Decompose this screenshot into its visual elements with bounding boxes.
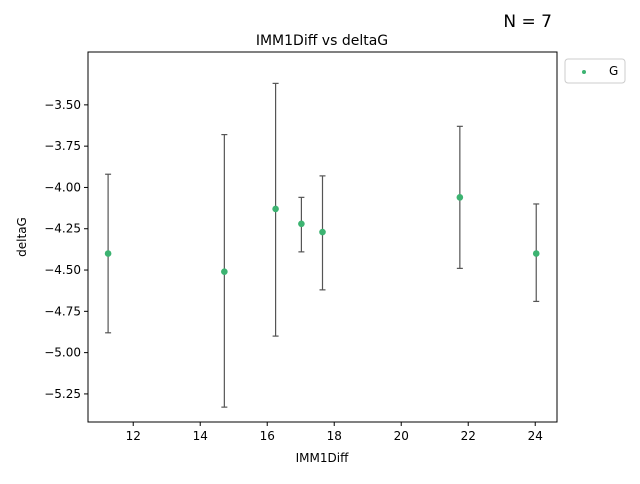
data-point [319, 228, 326, 236]
plot-marks [104, 82, 540, 408]
y-tick-label: −3.50 [44, 98, 81, 112]
x-tick-label: 16 [260, 429, 275, 443]
y-tick-label: −5.00 [44, 346, 81, 360]
y-axis-label: deltaG [15, 217, 29, 257]
y-tick-label: −4.25 [44, 222, 81, 236]
data-point [104, 250, 112, 257]
sample-count-label: N = 7 [503, 12, 552, 32]
data-point [221, 268, 228, 275]
y-tick-label: −3.75 [44, 139, 81, 153]
legend-box [564, 58, 626, 84]
x-tick-label: 14 [193, 429, 208, 443]
axes-frame [87, 51, 558, 423]
x-tick-label: 18 [327, 429, 342, 443]
chart-title: IMM1Diff vs deltaG [256, 33, 388, 49]
data-point [272, 205, 279, 213]
data-point [456, 194, 464, 201]
data-point [532, 250, 540, 257]
y-axis-ticks: −5.25 −5.00 −4.75 −4.50 −4.25 −4.00 −3.75 −3.50 [44, 98, 88, 401]
x-axis-ticks: 12 14 16 18 20 22 24 [126, 422, 543, 443]
y-tick-label: −5.25 [44, 387, 81, 401]
y-tick-label: −4.75 [44, 304, 81, 318]
legend-label: G [609, 64, 618, 78]
x-tick-label: 12 [126, 429, 141, 443]
y-tick-label: −4.00 [44, 180, 81, 194]
legend: G [564, 58, 626, 84]
x-tick-label: 24 [528, 429, 543, 443]
y-tick-label: −4.50 [44, 263, 81, 277]
x-axis-label: IMM1Diff [296, 451, 349, 465]
data-point [298, 220, 305, 228]
x-tick-label: 22 [461, 429, 476, 443]
legend-marker [582, 70, 586, 74]
x-tick-label: 20 [394, 429, 409, 443]
